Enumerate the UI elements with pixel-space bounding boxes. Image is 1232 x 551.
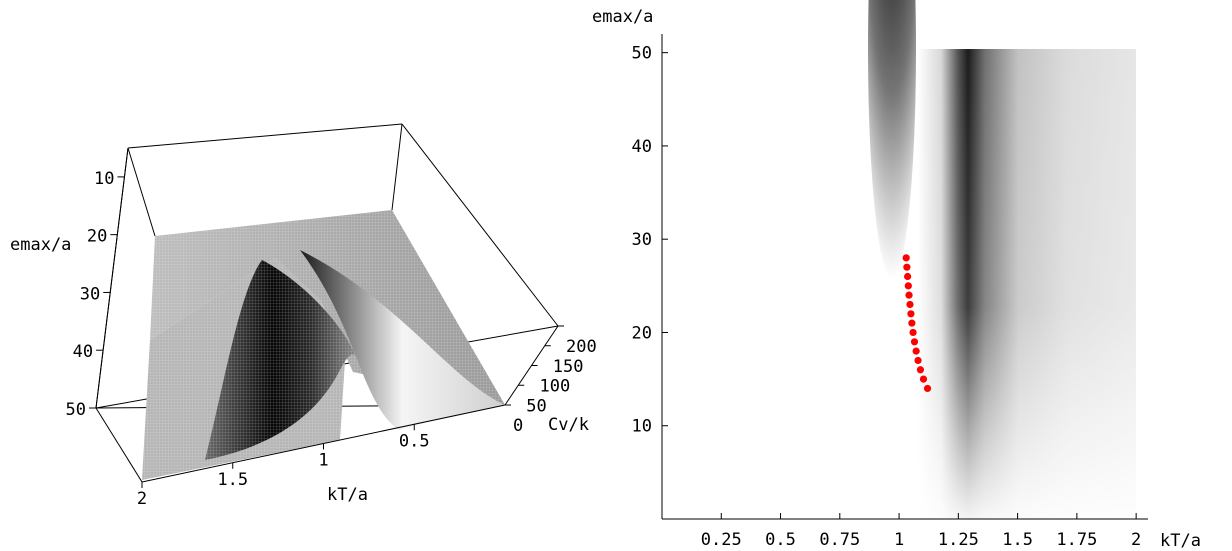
surface-cv-tick-label: 50 xyxy=(526,396,546,416)
heatmap-y-tick-label: 20 xyxy=(632,323,652,343)
heatmap-point xyxy=(902,254,910,262)
heatmap-x-tick-label: 1.5 xyxy=(1002,530,1033,550)
heatmap-point xyxy=(914,356,922,365)
surface-emax-ticks: 10 20 30 40 50 xyxy=(66,169,125,420)
heatmap-x-tick-label: 2 xyxy=(1131,530,1141,550)
surface-kt-tick-label: 0.5 xyxy=(399,431,430,451)
heatmap-x-ticks: 0.25 0.5 0.75 1 1.25 1.5 1.75 2 xyxy=(701,513,1141,550)
surface-emax-tick-label: 40 xyxy=(73,342,93,362)
surface-emax-tick-label: 30 xyxy=(80,284,100,304)
heatmap-x-tick-label: 1.25 xyxy=(938,530,979,550)
heatmap-point xyxy=(906,300,914,309)
heatmap-y-tick-label: 30 xyxy=(632,230,652,250)
surface-emax-tick-label: 50 xyxy=(66,400,86,420)
surface-cv-tick-label: 100 xyxy=(540,377,571,397)
heatmap-point xyxy=(904,272,912,281)
heatmap-points xyxy=(902,254,932,393)
heatmap-point xyxy=(909,328,917,337)
heatmap-point xyxy=(919,375,928,383)
heatmap-point xyxy=(905,291,913,299)
surface-cv-tick-label: 150 xyxy=(553,357,584,377)
heatmap-point xyxy=(923,384,932,393)
surface-zlabel: Cv/k xyxy=(548,415,589,435)
surface-ylabel: emax/a xyxy=(10,235,71,255)
heatmap-point xyxy=(907,310,915,318)
surface-ridge-right xyxy=(300,250,505,430)
heatmap-point xyxy=(910,338,919,346)
heatmap-x-tick-label: 1 xyxy=(894,530,904,550)
surface-cv-tick-label: 0 xyxy=(513,416,523,436)
surface-kt-tick-label: 2 xyxy=(137,489,147,509)
heatmap-x-tick-label: 0.75 xyxy=(819,530,860,550)
heatmap-point xyxy=(908,319,916,327)
heatmap-y-ticks: 10 20 30 40 50 xyxy=(632,44,668,437)
heatmap-y-tick-label: 10 xyxy=(632,417,652,437)
heatmap-x-tick-label: 0.25 xyxy=(701,530,742,550)
surface-kt-ticks: 2 1.5 1 0.5 xyxy=(137,424,430,509)
surface-emax-tick-label: 20 xyxy=(87,227,107,247)
surface-ridge-mesh xyxy=(205,260,356,460)
heatmap-y-tick-label: 40 xyxy=(632,137,652,157)
heatmap-point xyxy=(916,366,925,374)
heatmap-bottom-fade xyxy=(800,49,1136,519)
heatmap-point xyxy=(912,347,920,355)
heatmap-point xyxy=(903,263,911,271)
heatmap-x-tick-label: 1.75 xyxy=(1056,530,1097,550)
surface-kt-tick-label: 1.5 xyxy=(217,470,248,490)
heatmap-x-tick-label: 0.5 xyxy=(765,530,796,550)
heatmap-y-tick-label: 50 xyxy=(632,44,652,64)
heatmap-point xyxy=(904,282,912,290)
surface-kt-tick-label: 1 xyxy=(318,451,328,471)
heatmap-xlabel: kT/a xyxy=(1160,531,1201,551)
heatmap-plot: 10 20 30 40 50 0.25 0.5 0.75 1 1.25 1.5 1.75 2 emax… xyxy=(592,0,1201,551)
surface-cv-tick-label: 200 xyxy=(566,337,597,357)
surface-emax-tick-label: 10 xyxy=(94,169,114,189)
heatmap-axes xyxy=(661,34,1148,520)
heatmap-ylabel: emax/a xyxy=(592,7,653,27)
surface-xlabel: kT/a xyxy=(327,485,368,505)
